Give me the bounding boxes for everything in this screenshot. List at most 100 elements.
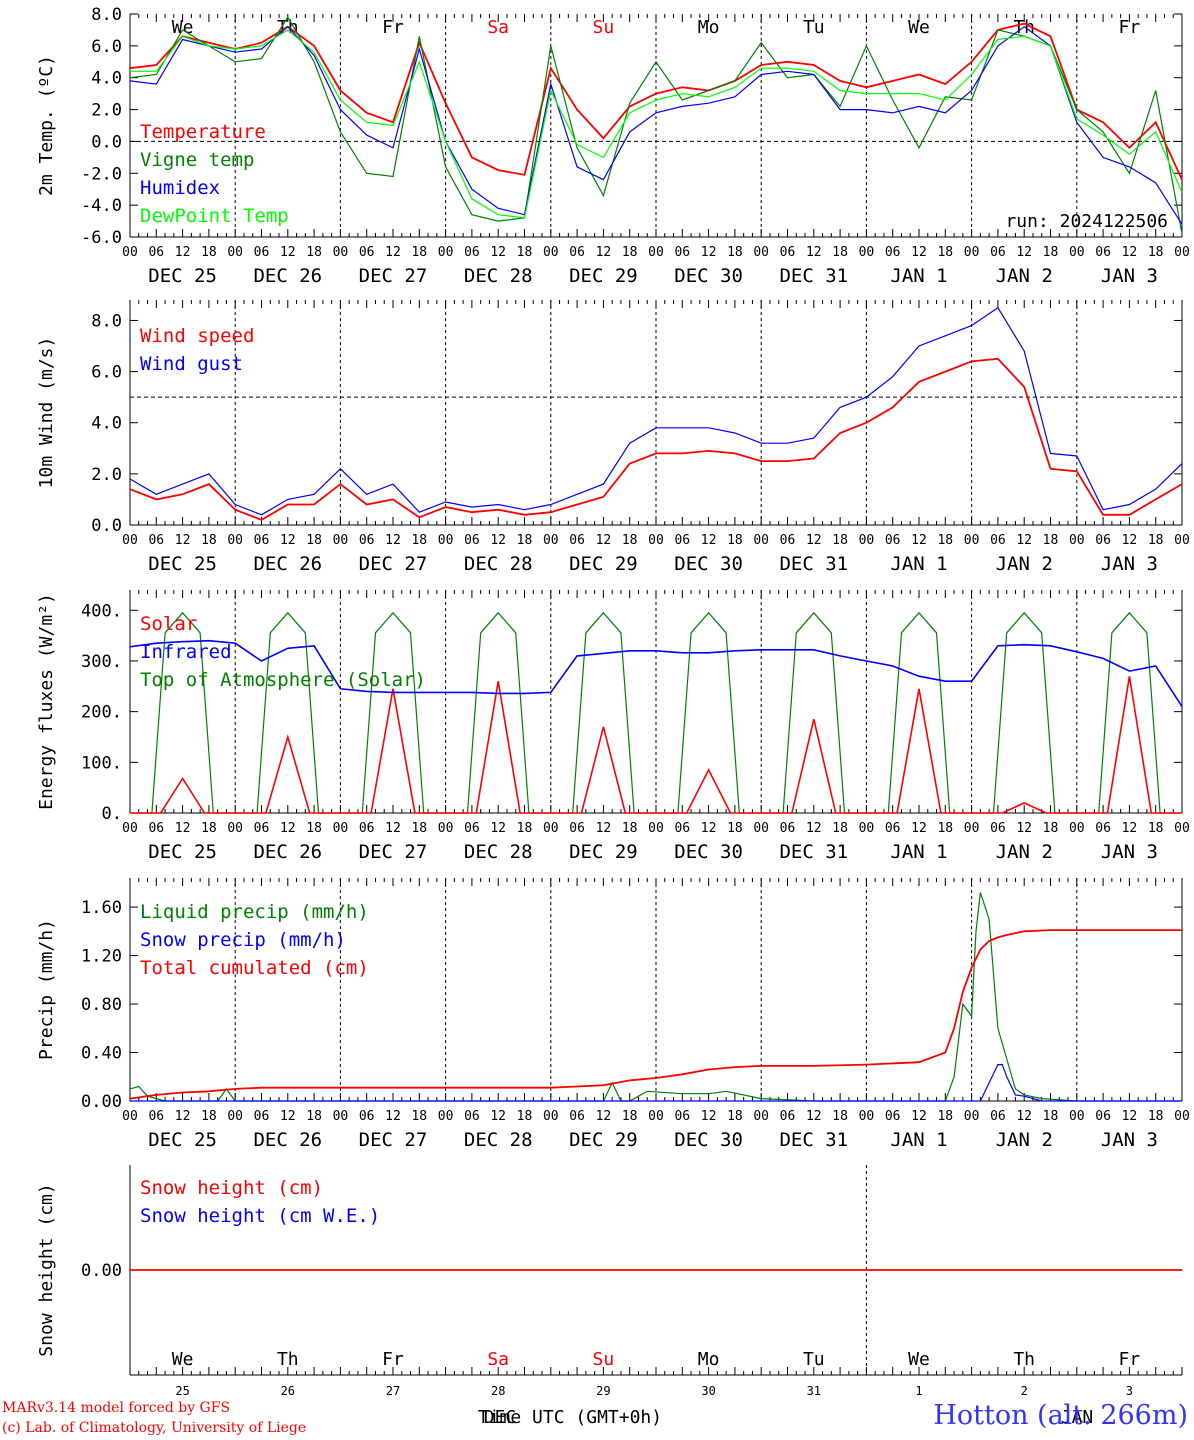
hour-label: 12 <box>385 533 401 548</box>
x-axis-title-overlay: JAN <box>1061 1407 1094 1428</box>
date-label: JAN 3 <box>1101 553 1158 575</box>
y-tick-label: 4.0 <box>91 69 122 89</box>
y-tick-label: 0. <box>102 804 122 824</box>
y-tick-label: -6.0 <box>81 228 122 248</box>
hour-label: 18 <box>1148 533 1164 548</box>
y-tick-label: 400. <box>81 601 122 621</box>
hour-label: 00 <box>964 821 980 836</box>
hour-label: 06 <box>148 821 164 836</box>
y-tick-label: 2.0 <box>91 101 122 121</box>
hour-label: 00 <box>1069 533 1085 548</box>
hour-label: 18 <box>411 821 427 836</box>
hour-label: 06 <box>569 821 585 836</box>
hour-label: 06 <box>359 533 375 548</box>
legend-entry: Total cumulated (cm) <box>140 957 369 979</box>
hour-label: 00 <box>122 1109 138 1124</box>
weekday-label: Fr <box>382 17 404 38</box>
hour-label: 06 <box>148 533 164 548</box>
day-number-label: 25 <box>175 1384 189 1398</box>
hour-label: 00 <box>543 1109 559 1124</box>
date-label: JAN 2 <box>996 841 1053 863</box>
hour-label: 12 <box>1016 533 1032 548</box>
date-label: JAN 1 <box>890 553 947 575</box>
series-line <box>129 357 1183 521</box>
hour-label: 18 <box>411 1109 427 1124</box>
hour-label: 12 <box>701 533 717 548</box>
date-label: DEC 28 <box>464 1129 533 1151</box>
hour-label: 18 <box>937 1109 953 1124</box>
hour-label: 00 <box>1069 1109 1085 1124</box>
hour-label: 18 <box>517 1109 533 1124</box>
legend-entry: Humidex <box>140 177 220 199</box>
hour-label: 18 <box>937 821 953 836</box>
hour-label: 18 <box>622 533 638 548</box>
x-axis-title-overlay: DEC <box>484 1407 517 1428</box>
hour-label: 12 <box>490 533 506 548</box>
hour-label: 06 <box>674 1109 690 1124</box>
y-axis-title: 10m Wind (m/s) <box>36 337 57 489</box>
hour-label: 12 <box>1122 245 1138 260</box>
weekday-label: Mo <box>698 1349 720 1370</box>
hour-label: 00 <box>1174 821 1190 836</box>
hour-label: 06 <box>1095 821 1111 836</box>
hour-label: 12 <box>701 1109 717 1124</box>
hour-label: 12 <box>806 821 822 836</box>
hour-label: 00 <box>648 821 664 836</box>
day-number-label: 29 <box>596 1384 610 1398</box>
hour-label: 18 <box>622 1109 638 1124</box>
hour-label: 18 <box>727 1109 743 1124</box>
hour-label: 18 <box>622 245 638 260</box>
hour-label: 00 <box>227 533 243 548</box>
hour-label: 18 <box>201 245 217 260</box>
series-line <box>129 929 1182 1100</box>
hour-label: 06 <box>254 245 270 260</box>
hour-label: 18 <box>201 533 217 548</box>
hour-label: 00 <box>333 245 349 260</box>
date-label: DEC 28 <box>464 265 533 287</box>
date-label: JAN 1 <box>890 265 947 287</box>
date-label: DEC 25 <box>148 265 217 287</box>
date-label: JAN 3 <box>1101 1129 1158 1151</box>
date-label: DEC 31 <box>779 265 848 287</box>
day-number-label: 26 <box>281 1384 295 1398</box>
hour-label: 12 <box>1122 533 1138 548</box>
hour-label: 18 <box>727 821 743 836</box>
y-tick-label: 8.0 <box>91 311 122 331</box>
date-label: DEC 31 <box>779 841 848 863</box>
hour-label: 06 <box>254 533 270 548</box>
hour-label: 06 <box>780 821 796 836</box>
hour-label: 00 <box>753 1109 769 1124</box>
date-label: JAN 2 <box>996 265 1053 287</box>
legend-entry: Wind speed <box>140 325 254 347</box>
hour-label: 06 <box>780 533 796 548</box>
hour-label: 06 <box>464 533 480 548</box>
hour-label: 00 <box>333 821 349 836</box>
y-tick-label: 8.0 <box>91 5 122 25</box>
date-label: DEC 25 <box>148 553 217 575</box>
hour-label: 00 <box>438 245 454 260</box>
legend-entry: Top of Atmosphere (Solar) <box>140 669 426 691</box>
series-line <box>130 1063 1182 1102</box>
date-label: DEC 28 <box>464 841 533 863</box>
hour-label: 12 <box>596 533 612 548</box>
hour-label: 12 <box>806 533 822 548</box>
hour-label: 18 <box>517 533 533 548</box>
y-axis-title: Precip (mm/h) <box>36 919 57 1060</box>
weekday-label: We <box>908 17 930 38</box>
hour-label: 06 <box>254 1109 270 1124</box>
day-number-label: 30 <box>701 1384 715 1398</box>
y-tick-label: 0.0 <box>91 516 122 536</box>
hour-label: 18 <box>306 533 322 548</box>
hour-label: 06 <box>780 245 796 260</box>
weekday-label: Th <box>277 1349 299 1370</box>
legend-entry: Snow height (cm W.E.) <box>140 1205 380 1227</box>
hour-label: 00 <box>859 821 875 836</box>
y-axis-title: Snow height (cm) <box>36 1183 57 1356</box>
hour-label: 18 <box>622 821 638 836</box>
hour-label: 12 <box>911 245 927 260</box>
date-label: DEC 27 <box>359 1129 428 1151</box>
series-line-solar <box>130 676 1182 814</box>
hour-label: 00 <box>648 245 664 260</box>
y-tick-label: 1.60 <box>81 898 122 918</box>
y-tick-label: -2.0 <box>81 164 122 184</box>
